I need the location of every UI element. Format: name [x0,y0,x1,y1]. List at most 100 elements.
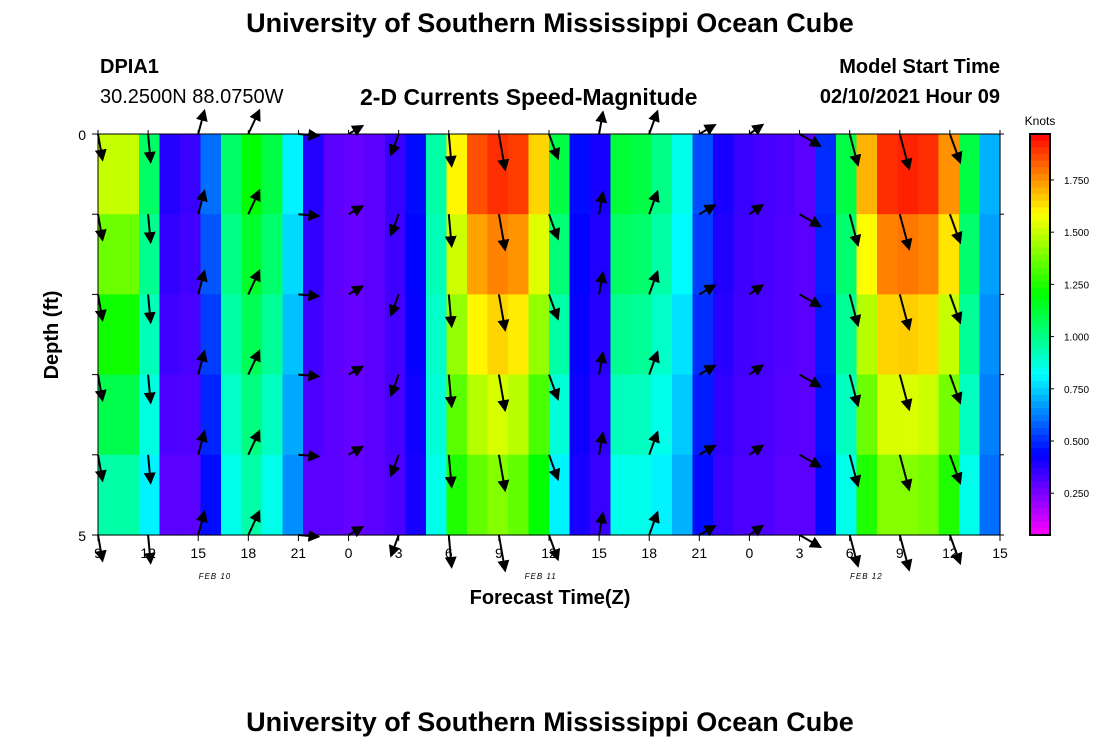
heatmap-cell [897,294,919,376]
current-arrow [444,454,457,489]
heatmap-cell [713,134,735,215]
heatmap-cell [692,134,714,215]
x-tick-label: 3 [796,545,804,561]
heatmap-cell [446,134,468,215]
current-arrow [143,133,156,164]
heatmap-cell [118,214,140,295]
colorbar-segment [1030,428,1050,436]
heatmap-cell [467,454,489,536]
current-arrow [94,454,107,483]
colorbar-tick-label: 1.250 [1064,280,1089,291]
heatmap-cell [979,374,1001,456]
current-arrow [948,133,963,165]
heatmap-cell [405,134,427,215]
heatmap-cell [282,294,304,376]
heatmap-cell [795,374,817,456]
colorbar-tick-label: 0.500 [1064,437,1089,448]
heatmap-cell [487,454,509,536]
current-arrow [548,374,561,401]
heatmap-cell [938,214,960,295]
current-arrow [848,374,862,408]
heatmap-cell [569,374,591,456]
current-arrow [196,108,208,135]
heatmap-cell [774,374,796,456]
colorbar-segment [1030,301,1050,309]
current-arrow [247,429,261,456]
current-arrow [848,213,862,248]
heatmap-cell [446,374,468,456]
colorbar-segment [1030,187,1050,195]
heatmap-cell [918,294,940,376]
heatmap-cell [446,214,468,295]
current-arrow [595,350,608,375]
page-title: University of Southern Mississippi Ocean… [246,8,854,38]
heatmap-cell [344,134,366,215]
heatmap-cell [610,374,632,456]
heatmap-cell [282,374,304,456]
axes: 9 12 15 18 21 0 3 6 9 12 15 18 21 0 3 6 9 12 15 FEB 10 FEB 1… [78,127,1008,581]
current-arrow [298,289,321,302]
heatmap-cell [385,294,407,376]
colorbar-segment [1030,220,1050,229]
y-tick-label: 0 [78,127,86,143]
current-arrow [348,124,365,137]
current-arrow [94,374,107,403]
footer-title: University of Southern Mississippi Ocean… [246,707,854,737]
heatmap-cell [303,374,325,456]
heatmap-cell [282,214,304,295]
heatmap-cell [631,454,653,536]
x-tick-label: 12 [942,545,958,561]
current-arrow [348,205,365,217]
heatmap-cell [795,134,817,215]
heatmap-cell [979,214,1001,295]
current-arrow [196,189,208,215]
heatmap-cell [323,374,345,456]
colorbar-segment [1030,408,1050,416]
colorbar-segment [1030,341,1050,349]
heatmap-cell [508,214,530,295]
heatmap-cell [959,134,981,215]
heatmap-cell [897,374,919,456]
current-arrow [648,269,660,295]
heatmap-cell [262,374,284,456]
current-arrow [196,349,208,375]
heatmap-cell [159,374,181,456]
station-coordinates: 30.2500N 88.0750W [100,86,284,108]
x-tick-label: 0 [746,545,754,561]
current-arrow [748,524,765,537]
heatmap-cell [364,214,386,295]
heatmap-cell [200,374,222,456]
colorbar-segment [1030,200,1050,209]
heatmap-cell [487,374,509,456]
colorbar-segment [1030,274,1050,282]
heatmap-cell [323,214,345,295]
colorbar-segment [1030,494,1050,503]
heatmap-cell [467,214,489,295]
colorbar-segment [1030,167,1050,175]
heatmap-cell [446,294,468,376]
heatmap-cell [180,134,202,215]
current-arrow [948,213,963,245]
heatmap-cell [467,134,489,215]
heatmap-cell [282,134,304,215]
colorbar-segment [1030,281,1050,289]
heatmap-cell [405,294,427,376]
current-arrow [698,444,717,456]
current-arrow [388,294,401,317]
current-arrow [196,429,208,456]
heatmap-cell [344,294,366,376]
heatmap-cell [262,454,284,536]
colorbar-unit-label: Knots [1025,114,1056,128]
heatmap-cell [262,294,284,376]
current-arrow [548,133,561,161]
heatmap-cell [508,294,530,376]
heatmap-cell [692,214,714,295]
current-arrow [595,110,608,135]
current-arrow [595,431,608,455]
x-tick-label: 18 [241,545,257,561]
heatmap-cell [98,454,120,536]
heatmap-cell [631,374,653,456]
current-arrow [247,509,261,536]
colorbar-segment [1030,314,1050,322]
colorbar-segment [1030,401,1050,409]
